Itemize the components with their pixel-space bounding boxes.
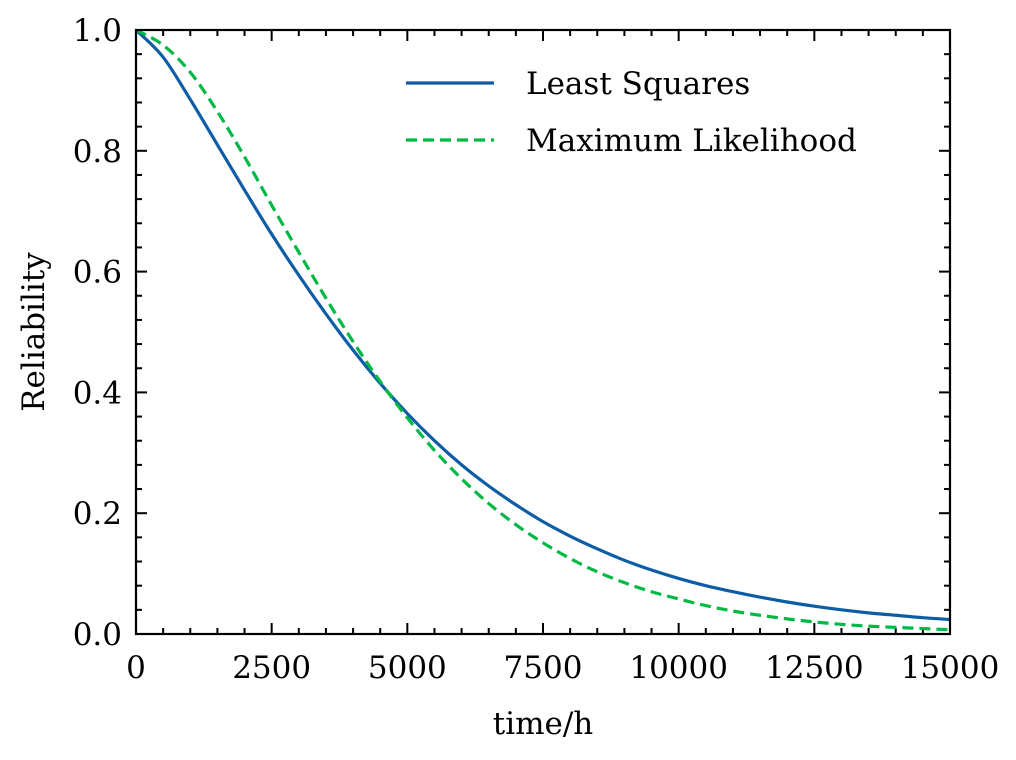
x-axis-label: time/h	[493, 706, 594, 742]
plot-area-frame	[134, 28, 952, 636]
x-tick-label: 5000	[368, 650, 447, 686]
y-tick-labels: 0.0 0.2 0.4 0.6 0.8 1.0	[73, 13, 122, 653]
x-tick-labels: 0 2500 5000 7500 10000 12500 15000	[126, 650, 999, 686]
x-tick-label: 7500	[504, 650, 583, 686]
series-line-least-squares	[134, 28, 951, 622]
y-axis-label: Reliability	[16, 252, 52, 412]
series-line-maximum-likelihood	[135, 28, 951, 632]
x-tick-label: 12500	[765, 650, 864, 686]
legend-label-least-squares: Least Squares	[526, 66, 750, 102]
y-tick-label: 1.0	[73, 13, 122, 49]
legend: Least Squares Maximum Likelihood	[406, 66, 857, 159]
x-tick-label: 0	[126, 650, 146, 686]
series-layer	[134, 28, 951, 632]
x-tick-label: 15000	[901, 650, 1000, 686]
y-tick-label: 0.4	[73, 375, 122, 411]
x-tick-label: 10000	[629, 650, 728, 686]
x-tick-label: 2500	[232, 650, 311, 686]
y-tick-label: 0.2	[73, 496, 122, 532]
y-tick-label: 0.6	[73, 255, 122, 291]
y-tick-label: 0.8	[73, 134, 122, 170]
y-tick-label: 0.0	[73, 617, 122, 653]
legend-label-maximum-likelihood: Maximum Likelihood	[526, 123, 857, 159]
